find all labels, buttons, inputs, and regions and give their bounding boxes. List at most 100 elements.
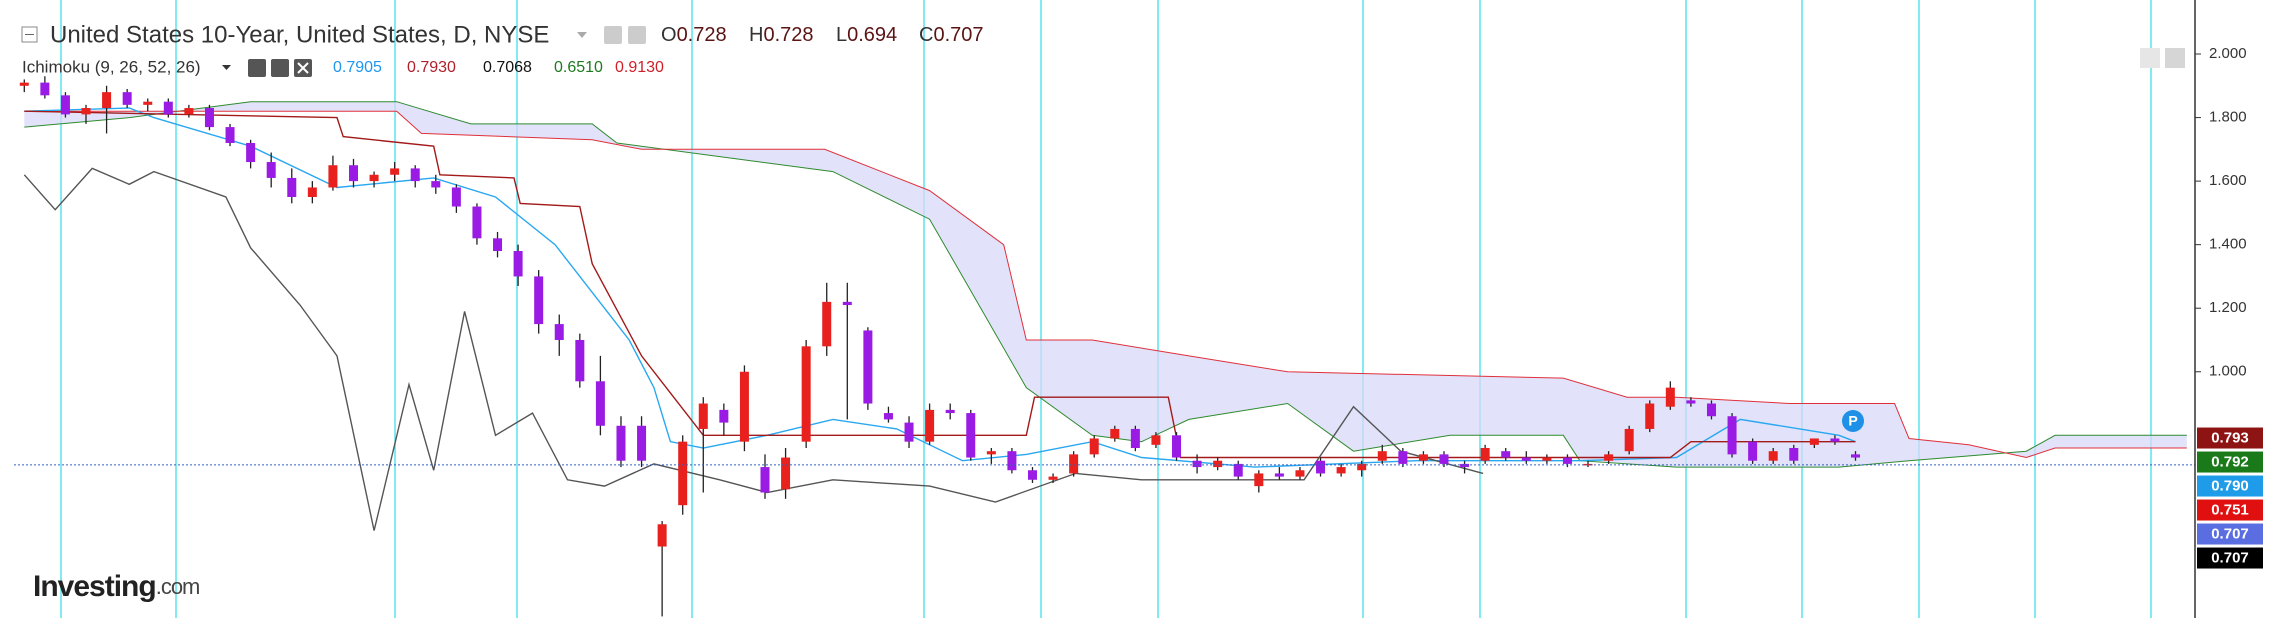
indicator-value: 0.7905 bbox=[333, 59, 382, 76]
candle-body bbox=[1480, 448, 1490, 461]
candle-body bbox=[1007, 451, 1017, 471]
logo-name: Investing bbox=[33, 570, 156, 603]
candle-body bbox=[575, 339, 585, 382]
candle-body bbox=[1439, 454, 1449, 464]
badge[interactable] bbox=[1842, 410, 1864, 432]
y-tick-label: 1.000 bbox=[2209, 363, 2247, 380]
candle-body bbox=[60, 95, 70, 115]
y-tick-label: 2.000 bbox=[2209, 45, 2247, 62]
candle-body bbox=[657, 524, 667, 547]
collapse-icon[interactable] bbox=[21, 26, 38, 43]
settings-icon[interactable] bbox=[628, 26, 646, 44]
title-dropdown[interactable] bbox=[577, 32, 587, 38]
indicator-settings[interactable] bbox=[271, 59, 289, 77]
y-tick-label: 1.200 bbox=[2209, 299, 2247, 316]
candle-body bbox=[204, 108, 214, 128]
indicator-value: 0.6510 bbox=[554, 59, 603, 76]
indicator-line bbox=[23, 167, 1484, 531]
ohlc-value: 0.694 bbox=[847, 24, 897, 46]
zoom-icon[interactable] bbox=[2140, 48, 2160, 68]
y-tick-label: 1.800 bbox=[2209, 109, 2247, 126]
candle-body bbox=[966, 413, 976, 458]
indicator-line bbox=[24, 110, 1856, 459]
indicator-visibility[interactable] bbox=[248, 59, 266, 77]
candle-body bbox=[1706, 403, 1716, 417]
candle-body bbox=[1130, 428, 1140, 449]
candle-body bbox=[781, 457, 791, 490]
badge-label: P bbox=[1848, 413, 1857, 429]
menu-icon[interactable] bbox=[2165, 48, 2185, 68]
ohlc-key: L bbox=[836, 24, 847, 46]
candle-body bbox=[1089, 438, 1099, 455]
candle-body bbox=[122, 92, 132, 105]
candle-body bbox=[1562, 457, 1572, 464]
indicator-values: 0.7905 0.7930 0.7068 0.6510 0.9130 bbox=[333, 59, 664, 76]
ohlc-value: 0.707 bbox=[933, 24, 983, 46]
candle-body bbox=[513, 251, 523, 277]
candle-body bbox=[328, 165, 338, 188]
candle-body bbox=[637, 425, 647, 461]
eye-icon[interactable] bbox=[604, 26, 622, 44]
y-tick-label: 1.600 bbox=[2209, 172, 2247, 189]
candle-body bbox=[163, 101, 173, 115]
candle-body bbox=[698, 403, 708, 429]
ohlc-key: C bbox=[919, 24, 933, 46]
candle-body bbox=[266, 162, 276, 178]
candle-body bbox=[19, 82, 29, 86]
chart-title: United States 10-Year, United States, D,… bbox=[50, 21, 549, 48]
price-tag bbox=[2197, 523, 2263, 545]
candle-body bbox=[225, 127, 235, 143]
candle-body bbox=[102, 92, 112, 109]
indicator-dropdown[interactable] bbox=[222, 65, 231, 70]
candle-body bbox=[410, 168, 420, 182]
price-tag-label: 0.707 bbox=[2211, 549, 2249, 566]
candle-body bbox=[1316, 460, 1326, 474]
indicator-value: 0.9130 bbox=[615, 59, 664, 76]
price-tag-label: 0.790 bbox=[2211, 477, 2249, 494]
price-tag-label: 0.751 bbox=[2211, 501, 2249, 518]
candle-body bbox=[1604, 454, 1614, 461]
candle-body bbox=[246, 142, 256, 163]
candle-body bbox=[1027, 470, 1037, 480]
candle-body bbox=[1789, 448, 1799, 461]
price-tag bbox=[2197, 547, 2263, 569]
candle-body bbox=[1645, 403, 1655, 429]
candle-body bbox=[287, 177, 297, 197]
candle-body bbox=[1233, 463, 1243, 477]
candle-body bbox=[1069, 454, 1079, 474]
candle-body bbox=[1110, 428, 1120, 439]
candle-body bbox=[348, 165, 358, 182]
candle-body bbox=[307, 187, 317, 197]
candle-body bbox=[390, 168, 400, 175]
candle-body bbox=[369, 174, 379, 182]
candle-body bbox=[554, 324, 564, 340]
candle-body bbox=[1665, 387, 1675, 407]
price-tags: 0.793 0.792 0.790 0.751 0.707 0.707 bbox=[2197, 427, 2263, 569]
candle-body bbox=[1624, 428, 1634, 452]
candle-body bbox=[1048, 476, 1058, 480]
candle-body bbox=[1851, 454, 1861, 458]
candle-body bbox=[801, 346, 811, 442]
candle-body bbox=[81, 108, 91, 115]
candle-body bbox=[1501, 451, 1511, 458]
cloud-line bbox=[24, 101, 2187, 468]
candle-body bbox=[1727, 416, 1737, 455]
candle-body bbox=[1748, 441, 1758, 461]
candle-body bbox=[760, 467, 770, 493]
price-tag-label: 0.707 bbox=[2211, 525, 2249, 542]
plot bbox=[14, 76, 2195, 617]
grid bbox=[60, 0, 2152, 618]
ohlc-legend: O0.728 H0.728 L0.694 C0.707 bbox=[661, 24, 984, 46]
indicator-remove-x bbox=[297, 62, 309, 74]
candle-body bbox=[1583, 463, 1593, 466]
candle-body bbox=[472, 206, 482, 239]
indicator-value: 0.7068 bbox=[483, 59, 532, 76]
price-tag-label: 0.793 bbox=[2211, 429, 2249, 446]
candle-body bbox=[1460, 463, 1470, 468]
candle-body bbox=[822, 301, 832, 347]
candle-body bbox=[925, 409, 935, 442]
candle-body bbox=[1521, 457, 1531, 461]
candle-body bbox=[616, 425, 626, 461]
